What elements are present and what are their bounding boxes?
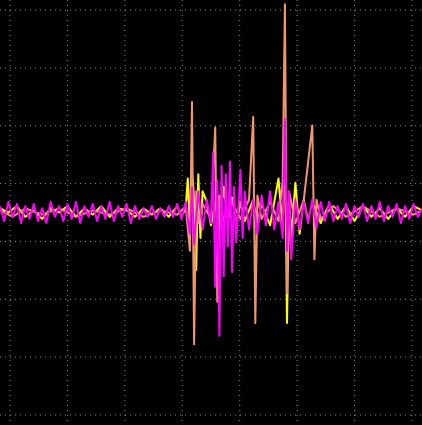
traces [0,3,422,346]
signal-trace-2 [0,3,422,346]
signal-trace-3 [0,118,422,337]
